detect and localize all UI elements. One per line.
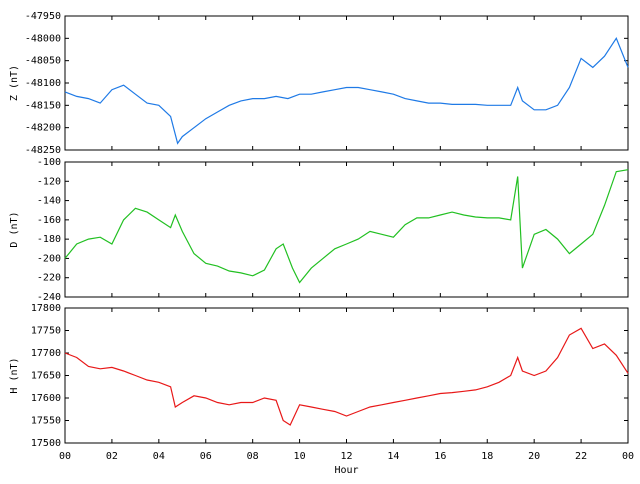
data-line [64, 327, 629, 426]
y-tick-label: 17550 [31, 416, 61, 427]
x-tick-label: 02 [106, 451, 118, 462]
x-tick-label: 22 [575, 451, 587, 462]
x-tick-label: 00 [622, 451, 634, 462]
x-tick-label: 20 [528, 451, 540, 462]
x-axis-label: Hour [334, 465, 358, 476]
y-tick-label: -47950 [25, 11, 61, 22]
x-tick-label: 04 [153, 451, 165, 462]
data-line [64, 37, 629, 145]
y-tick-label: 17700 [31, 348, 61, 359]
y-tick-label: 17800 [31, 303, 61, 314]
y-axis-label: Z (nT) [9, 65, 20, 101]
y-tick-label: 17750 [31, 326, 61, 337]
x-tick-label: 16 [434, 451, 446, 462]
x-tick-label: 12 [340, 451, 352, 462]
y-tick-label: -48100 [25, 78, 61, 89]
plot-frame [64, 307, 629, 444]
x-tick-label: 18 [481, 451, 493, 462]
y-tick-label: -48000 [25, 33, 61, 44]
plot-frame [64, 161, 629, 298]
y-tick-label: -48050 [25, 56, 61, 67]
y-tick-label: -100 [37, 157, 61, 168]
y-tick-label: 17650 [31, 371, 61, 382]
y-tick-label: 17500 [31, 438, 61, 449]
y-tick-label: -120 [37, 176, 61, 187]
y-tick-label: 17600 [31, 393, 61, 404]
x-tick-label: 14 [387, 451, 399, 462]
y-tick-label: -140 [37, 196, 61, 207]
y-axis-label: H (nT) [9, 357, 20, 393]
plot-frame [64, 15, 629, 151]
y-tick-label: -48250 [25, 145, 61, 156]
x-tick-label: 08 [247, 451, 259, 462]
y-axis-label: D (nT) [9, 211, 20, 247]
y-tick-label: -200 [37, 253, 61, 264]
y-tick-label: -48150 [25, 100, 61, 111]
x-tick-label: 10 [294, 451, 306, 462]
data-line [64, 169, 629, 284]
y-tick-label: -180 [37, 234, 61, 245]
y-tick-label: -160 [37, 215, 61, 226]
y-tick-label: -220 [37, 273, 61, 284]
x-tick-label: 06 [200, 451, 212, 462]
y-tick-label: -48200 [25, 123, 61, 134]
y-tick-label: -240 [37, 292, 61, 303]
x-tick-label: 00 [59, 451, 71, 462]
